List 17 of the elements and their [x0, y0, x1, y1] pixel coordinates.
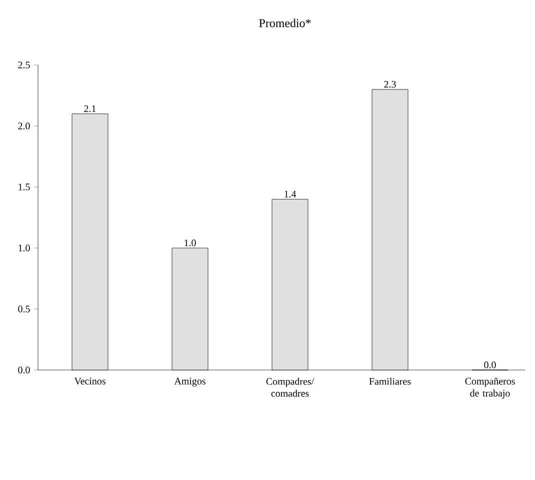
y-tick-label: 0.5 [18, 306, 30, 312]
data-label: 1.0 [184, 240, 196, 246]
y-tick-label: 1.0 [18, 244, 30, 252]
x-tick-label: Familiares [369, 378, 411, 385]
data-label: 1.4 [284, 190, 296, 198]
data-label: 2.3 [384, 80, 396, 88]
x-tick-label: Compañeros de trabajo [465, 378, 515, 399]
y-tick-label: 2.5 [18, 62, 30, 68]
chart-title: Promedio* [259, 18, 311, 28]
x-tick-label: Amigos [174, 378, 206, 387]
data-label: 2.1 [84, 105, 96, 112]
data-label: 0.0 [484, 362, 496, 368]
x-tick-label: Compadres/ comadres [266, 378, 314, 397]
x-tick-label: Vecinos [74, 378, 106, 385]
y-tick-label: 1.5 [18, 184, 30, 190]
y-tick-label: 0.0 [18, 366, 30, 374]
y-tick-label: 2.0 [18, 122, 30, 130]
